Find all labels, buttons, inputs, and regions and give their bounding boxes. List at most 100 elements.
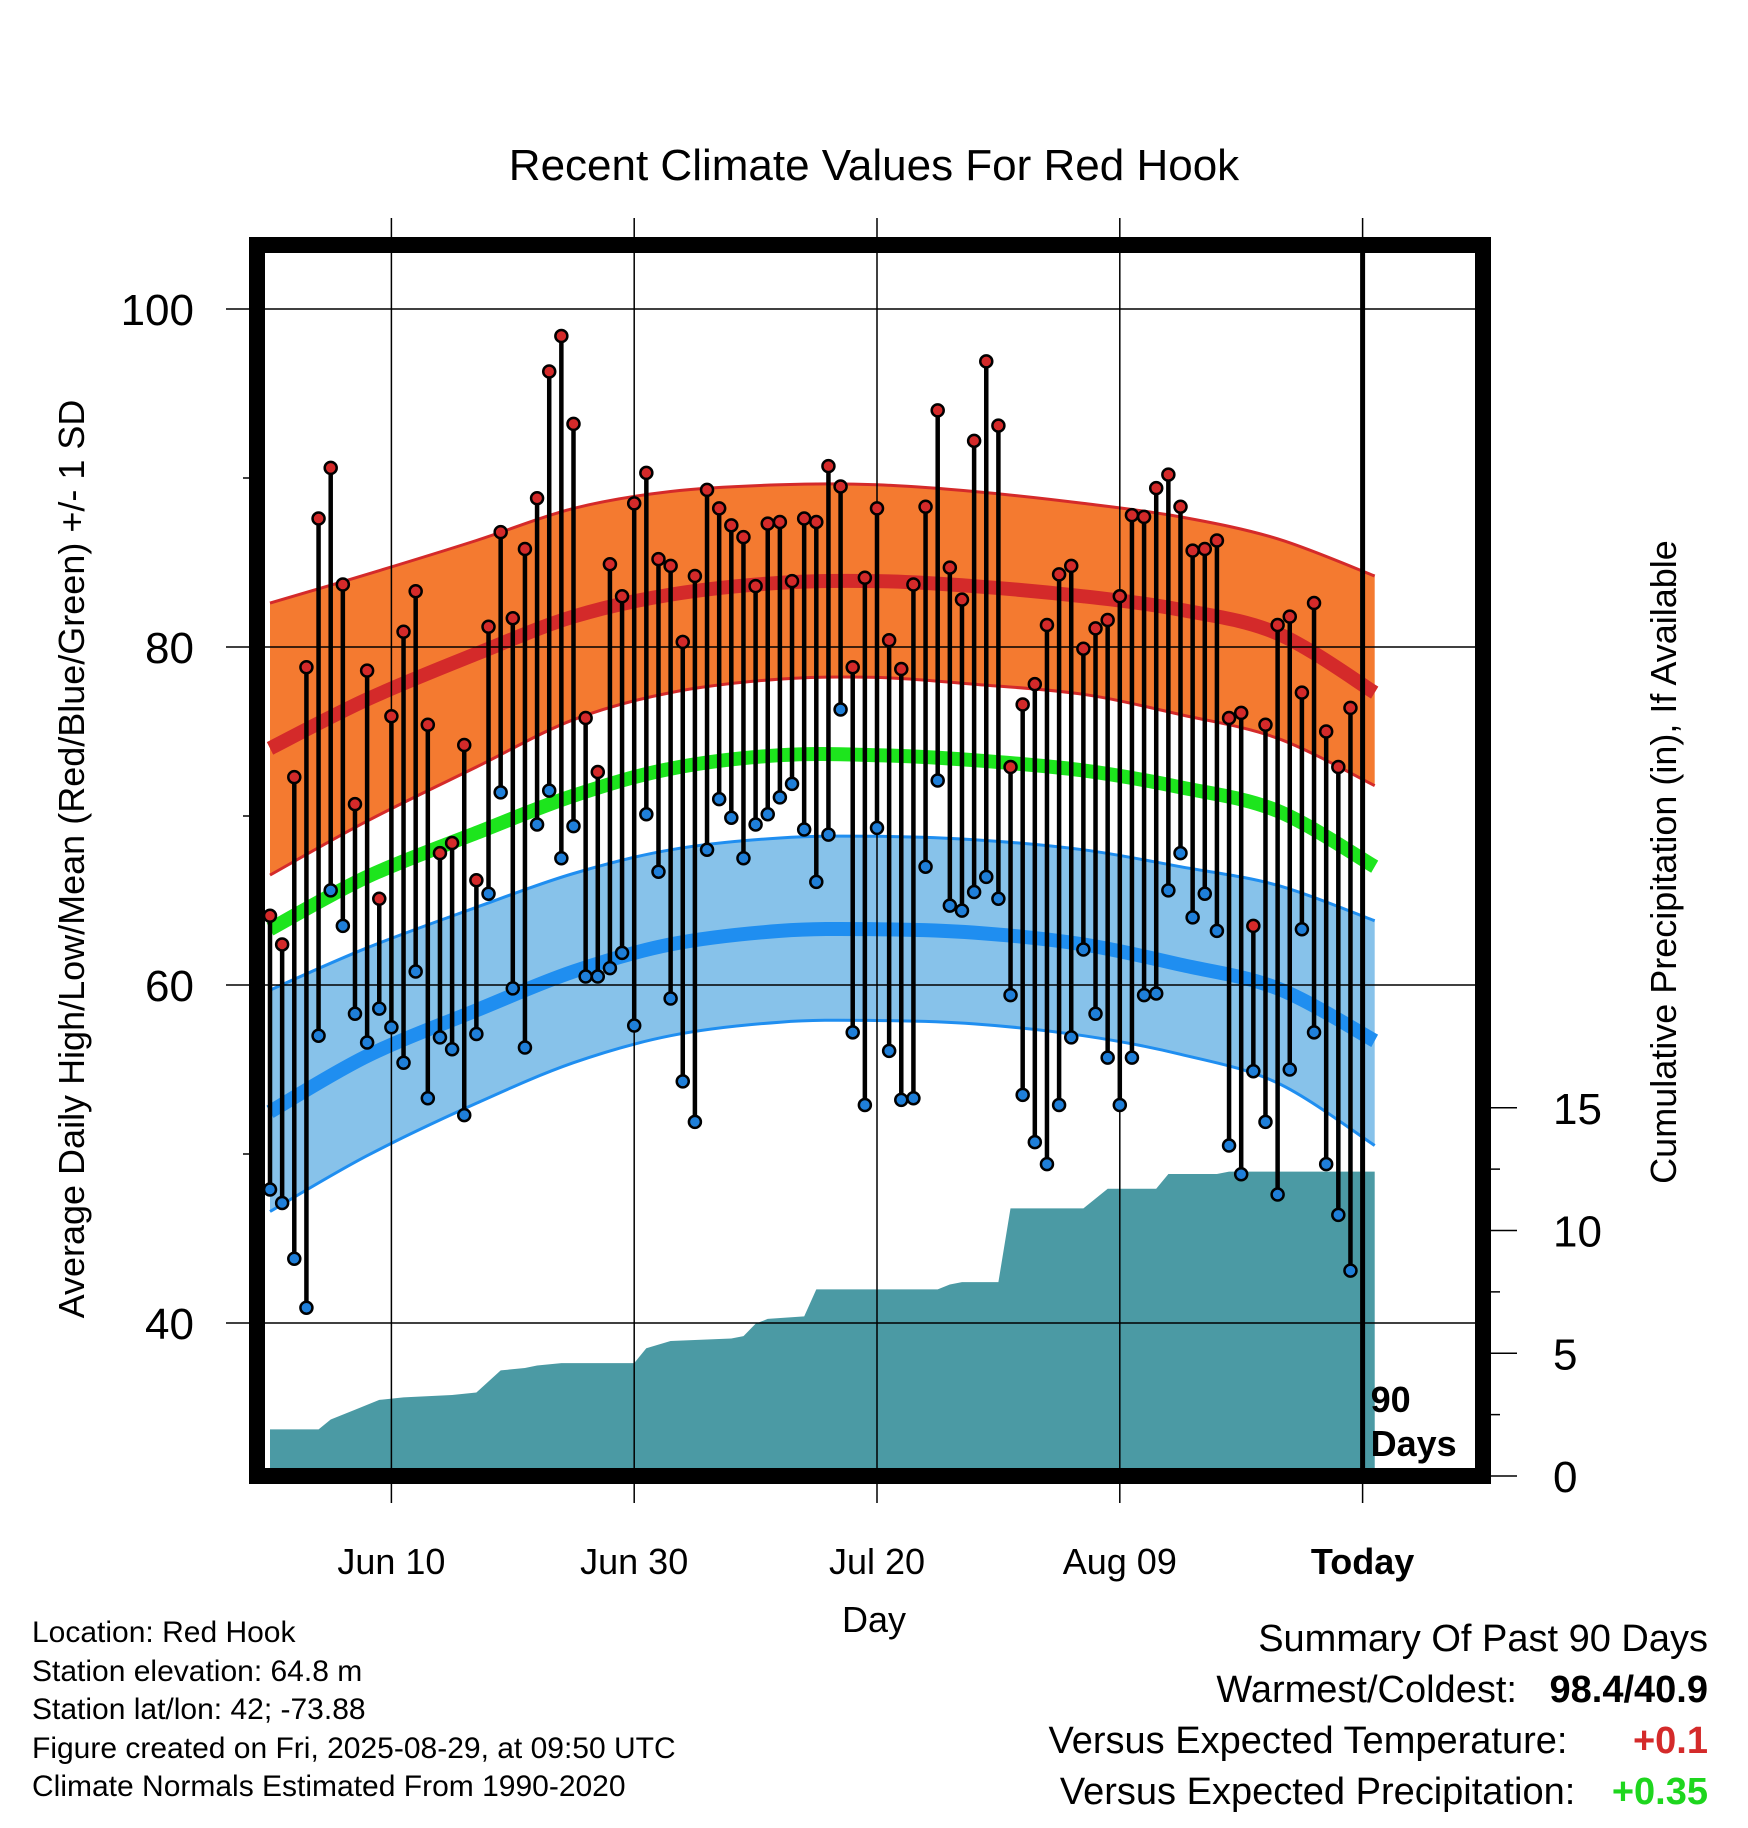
low-point-27 (590, 969, 606, 984)
low-point-33 (663, 991, 678, 1006)
y2-tick-label-0: 0 (1553, 1453, 1577, 1502)
high-point-31 (639, 465, 654, 481)
low-point-53 (906, 1090, 921, 1106)
high-point-35 (687, 568, 703, 584)
y2-tick-label-15: 15 (1553, 1085, 1602, 1134)
high-point-49 (857, 570, 873, 585)
high-point-24 (554, 328, 569, 344)
high-point-38 (724, 518, 739, 533)
high-point-17 (469, 872, 484, 888)
high-point-89 (1343, 700, 1358, 716)
low-point-84 (1282, 1062, 1298, 1077)
high-point-40 (748, 578, 763, 594)
high-point-51 (881, 632, 897, 648)
high-point-69 (1100, 612, 1115, 628)
high-point-18 (481, 619, 496, 634)
x-tick-label-1: Jun 30 (580, 1541, 688, 1582)
high-point-14 (432, 845, 448, 861)
low-point-7 (347, 1006, 363, 1021)
high-point-62 (1015, 697, 1030, 712)
low-point-2 (287, 1251, 302, 1267)
high-point-65 (1051, 567, 1067, 582)
low-point-22 (529, 817, 545, 832)
normal-low-line (266, 921, 1379, 1118)
high-point-48 (845, 660, 860, 675)
low-point-63 (1027, 1134, 1043, 1150)
high-point-6 (335, 577, 351, 592)
low-point-42 (772, 790, 788, 805)
high-point-7 (347, 796, 363, 812)
high-point-33 (663, 558, 678, 574)
low-point-11 (396, 1055, 411, 1070)
high-point-1 (274, 937, 290, 952)
high-point-52 (894, 661, 909, 677)
low-point-6 (335, 918, 351, 934)
high-point-58 (966, 433, 982, 449)
low-point-20 (505, 981, 521, 996)
high-point-0 (262, 908, 278, 923)
climate-normals: Climate Normals Estimated From 1990-2020 (32, 1770, 626, 1803)
low-point-35 (687, 1114, 703, 1130)
low-point-48 (845, 1025, 860, 1040)
low-point-17 (469, 1026, 484, 1042)
high-point-47 (833, 479, 848, 494)
low-point-87 (1318, 1156, 1334, 1172)
low-point-65 (1051, 1097, 1067, 1113)
high-point-63 (1027, 676, 1043, 692)
low-point-30 (626, 1018, 642, 1033)
precipitation-area (270, 1171, 1375, 1476)
high-point-87 (1318, 724, 1334, 739)
high-point-39 (736, 529, 751, 545)
low-point-82 (1258, 1114, 1273, 1130)
high-point-12 (408, 583, 423, 599)
high-point-22 (529, 491, 545, 506)
high-point-73 (1148, 480, 1164, 496)
high-point-54 (918, 499, 933, 514)
high-point-16 (456, 737, 472, 753)
warmest-value: 98.4/40.9 (1549, 1669, 1708, 1711)
x-tick-label-3: Aug 09 (1063, 1541, 1177, 1582)
low-point-79 (1221, 1138, 1237, 1153)
low-point-29 (614, 945, 630, 961)
low-point-56 (942, 898, 958, 913)
precipitation-label: Versus Expected Precipitation: (1059, 1771, 1576, 1813)
high-point-46 (821, 458, 836, 474)
low-point-69 (1100, 1050, 1115, 1065)
low-point-72 (1136, 987, 1152, 1003)
low-point-0 (262, 1182, 278, 1197)
station-elevation: Station elevation: 64.8 m (32, 1654, 363, 1688)
high-point-2 (287, 769, 302, 785)
low-point-8 (359, 1035, 375, 1050)
y-tick-label-80: 80 (145, 624, 194, 673)
low-point-67 (1076, 942, 1091, 957)
high-point-59 (979, 354, 994, 369)
plot-area: 90 Days 40 60 80 100 0 5 10 15 Jun 10 Jun 30 Jul 20 A… (121, 218, 1602, 1582)
high-point-23 (541, 364, 557, 379)
y-tick-label-100: 100 (121, 286, 194, 335)
high-point-70 (1112, 589, 1128, 604)
low-point-12 (408, 964, 423, 979)
x-tick-label-2: Jul 20 (829, 1541, 925, 1582)
high-point-43 (784, 573, 800, 589)
high-point-79 (1221, 710, 1237, 726)
low-point-5 (323, 883, 338, 898)
low-point-73 (1148, 986, 1164, 1001)
y2-axis-label: Cumulative Precipitation (in), If Availa… (1643, 540, 1684, 1184)
low-point-70 (1112, 1097, 1128, 1113)
normal-low-band (270, 836, 1375, 1212)
low-point-50 (869, 820, 885, 836)
normal-low-lower-edge (269, 1018, 1376, 1213)
high-point-77 (1197, 541, 1213, 557)
high-point-60 (991, 418, 1006, 433)
high-point-10 (384, 709, 399, 724)
station-location: Location: Red Hook (32, 1616, 296, 1649)
high-point-61 (1003, 759, 1018, 775)
low-point-75 (1173, 845, 1188, 861)
low-point-89 (1343, 1263, 1358, 1278)
low-point-80 (1233, 1167, 1249, 1182)
high-point-19 (493, 524, 508, 540)
low-point-83 (1270, 1187, 1285, 1202)
low-point-51 (881, 1043, 897, 1059)
low-point-28 (602, 960, 618, 976)
y2-tick-label-5: 5 (1553, 1330, 1577, 1379)
